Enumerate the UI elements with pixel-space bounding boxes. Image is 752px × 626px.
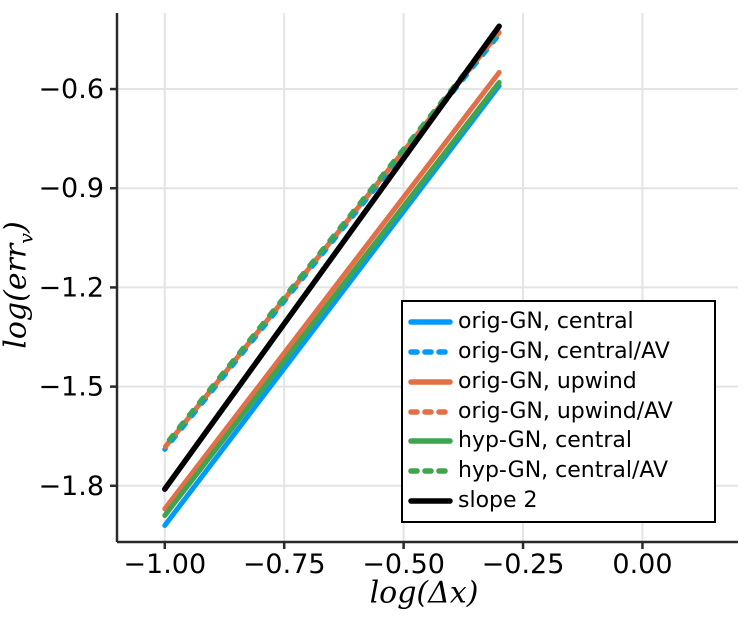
- y-axis-label: log(errv): [0, 221, 38, 348]
- legend-line-swatch: [408, 468, 453, 474]
- legend-label: hyp-GN, central: [458, 428, 633, 454]
- series-line-slope-2: [162, 23, 502, 492]
- series-line-hyp-gn-central: [162, 79, 502, 519]
- legend-label: orig-GN, upwind: [458, 368, 637, 394]
- x-tick-label: −0.25: [482, 549, 565, 580]
- series-line-orig-gn-central: [162, 83, 502, 528]
- y-tick-label: −1.5: [38, 372, 104, 403]
- series-line-orig-gn-upwind: [162, 70, 502, 512]
- legend-item-hyp-gn-central: hyp-GN, central: [408, 427, 710, 455]
- x-axis-label: log(Δx): [369, 575, 479, 611]
- legend-item-hyp-gn-central-av: hyp-GN, central/AV: [408, 457, 710, 485]
- legend-item-orig-gn-upwind-av: orig-GN, upwind/AV: [408, 398, 710, 426]
- x-tick-label: −0.75: [243, 549, 326, 580]
- legend-line-swatch: [408, 498, 453, 504]
- legend-item-orig-gn-central-av: orig-GN, central/AV: [408, 338, 710, 366]
- legend-label: slope 2: [458, 488, 538, 514]
- legend-line-swatch: [408, 349, 453, 355]
- legend-label: orig-GN, central: [458, 308, 634, 334]
- legend-label: orig-GN, upwind/AV: [458, 398, 673, 424]
- legend-label: hyp-GN, central/AV: [458, 458, 669, 484]
- legend-item-slope-2: slope 2: [408, 487, 710, 515]
- legend-item-orig-gn-upwind: orig-GN, upwind: [408, 368, 710, 396]
- x-tick-label: −0.50: [362, 549, 445, 580]
- legend-box: orig-GN, central orig-GN, central/AV orig-…: [401, 300, 716, 523]
- legend-item-orig-gn-central: orig-GN, central: [408, 308, 710, 336]
- y-axis-label-subscript: v: [15, 232, 38, 244]
- legend-line-swatch: [408, 438, 453, 445]
- y-axis-label-text: log(err: [0, 243, 34, 349]
- y-axis-label-close: ): [0, 221, 34, 233]
- legend-line-swatch: [408, 319, 453, 325]
- legend-line-swatch: [408, 378, 453, 385]
- y-tick-label: −0.6: [38, 74, 104, 105]
- legend-line-swatch: [408, 408, 453, 415]
- legend-label: orig-GN, central/AV: [458, 338, 670, 364]
- x-tick-label: −1.00: [123, 549, 206, 580]
- y-tick-label: −1.8: [38, 471, 104, 502]
- x-tick-label: 0.00: [612, 549, 672, 580]
- y-tick-label: −0.9: [38, 173, 104, 204]
- y-tick-label: −1.2: [38, 272, 104, 303]
